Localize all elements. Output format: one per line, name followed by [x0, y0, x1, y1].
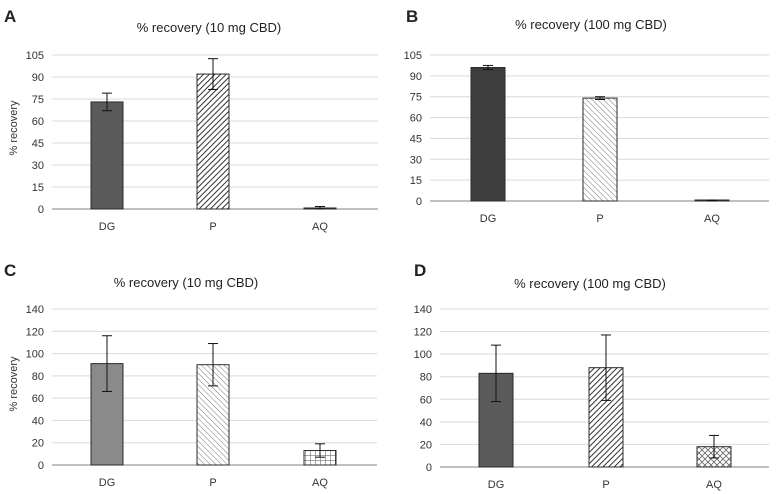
- x-category-label: DG: [99, 477, 116, 489]
- y-tick-label: 45: [410, 133, 422, 145]
- y-tick-label: 60: [32, 116, 44, 128]
- error-bar: [491, 344, 501, 403]
- y-tick-label: 60: [420, 394, 432, 406]
- y-tick-label: 20: [420, 439, 432, 451]
- error-bar: [315, 206, 325, 210]
- y-axis-label: % recovery: [8, 356, 20, 412]
- y-tick-label: 30: [410, 154, 422, 166]
- x-category-label: DG: [488, 479, 505, 491]
- error-bar: [102, 92, 112, 112]
- bar-dg: [470, 67, 506, 202]
- y-tick-label: 75: [410, 92, 422, 104]
- x-category-label: AQ: [706, 479, 722, 491]
- x-category-label: AQ: [312, 477, 328, 489]
- y-tick-label: 80: [32, 371, 44, 383]
- panel-a: A % recovery (10 mg CBD) % recovery 0 15 3…: [4, 7, 378, 233]
- y-tick-label: 20: [32, 438, 44, 450]
- plot-area: 0 15 30 45 60 75 90 105 DG P AQ: [404, 50, 769, 225]
- y-tick-label: 40: [420, 417, 432, 429]
- y-tick-label: 0: [38, 204, 44, 216]
- y-tick-label: 80: [420, 372, 432, 384]
- x-category-label: P: [209, 477, 216, 489]
- y-tick-label: 0: [38, 460, 44, 472]
- x-category-label: DG: [480, 213, 497, 225]
- chart-title: % recovery (100 mg CBD): [515, 17, 667, 32]
- y-tick-label: 15: [410, 175, 422, 187]
- y-tick-label: 100: [26, 349, 44, 361]
- y-tick-label: 15: [32, 182, 44, 194]
- y-tick-label: 120: [414, 327, 432, 339]
- x-category-label: P: [209, 221, 216, 233]
- y-tick-label: 0: [416, 196, 422, 208]
- panel-letter: A: [4, 7, 16, 26]
- x-category-label: AQ: [704, 213, 720, 225]
- plot-area: 0 20 40 60 80 100 120 140 DG P AQ: [414, 304, 769, 491]
- x-category-label: P: [596, 213, 603, 225]
- panel-b: B % recovery (100 mg CBD) 0 15 30 45 60 75 90 1…: [404, 7, 769, 225]
- x-category-label: DG: [99, 221, 116, 233]
- panel-letter: B: [406, 7, 418, 26]
- plot-area: 0 15 30 45 60 75 90 105 DG P AQ: [26, 50, 378, 233]
- x-category-label: P: [602, 479, 609, 491]
- y-tick-label: 60: [410, 113, 422, 125]
- y-tick-label: 90: [32, 72, 44, 84]
- chart-title: % recovery (10 mg CBD): [114, 275, 258, 290]
- y-tick-label: 45: [32, 138, 44, 150]
- error-bar: [102, 335, 112, 392]
- error-bar: [707, 199, 717, 202]
- y-tick-label: 40: [32, 415, 44, 427]
- error-bar: [595, 96, 605, 100]
- panel-d: D % recovery (100 mg CBD) 0 20 40 60 80 100 12…: [414, 261, 769, 491]
- error-bar: [483, 64, 493, 71]
- y-tick-label: 140: [26, 304, 44, 316]
- bar-dg: [90, 101, 124, 210]
- y-tick-label: 90: [410, 71, 422, 83]
- error-bar: [208, 343, 218, 387]
- chart-title: % recovery (100 mg CBD): [514, 276, 666, 291]
- y-tick-label: 120: [26, 326, 44, 338]
- y-tick-label: 30: [32, 160, 44, 172]
- panel-c: C % recovery (10 mg CBD) % recovery 0 20 4…: [4, 261, 377, 489]
- panel-letter: C: [4, 261, 16, 280]
- bar-p: [196, 73, 230, 210]
- panel-letter: D: [414, 261, 426, 280]
- error-bar: [709, 434, 719, 459]
- y-tick-label: 105: [404, 50, 422, 62]
- plot-area: 0 20 40 60 80 100 120 140 DG P AQ: [26, 304, 377, 489]
- y-tick-label: 60: [32, 393, 44, 405]
- y-axis-label: % recovery: [8, 100, 20, 156]
- error-bar: [208, 58, 218, 90]
- error-bar: [315, 443, 325, 458]
- x-category-label: AQ: [312, 221, 328, 233]
- error-bar: [601, 334, 611, 401]
- bar-p: [582, 97, 618, 202]
- y-tick-label: 100: [414, 349, 432, 361]
- y-tick-label: 75: [32, 94, 44, 106]
- chart-title: % recovery (10 mg CBD): [137, 20, 281, 35]
- y-tick-label: 140: [414, 304, 432, 316]
- y-tick-label: 0: [426, 462, 432, 474]
- y-tick-label: 105: [26, 50, 44, 62]
